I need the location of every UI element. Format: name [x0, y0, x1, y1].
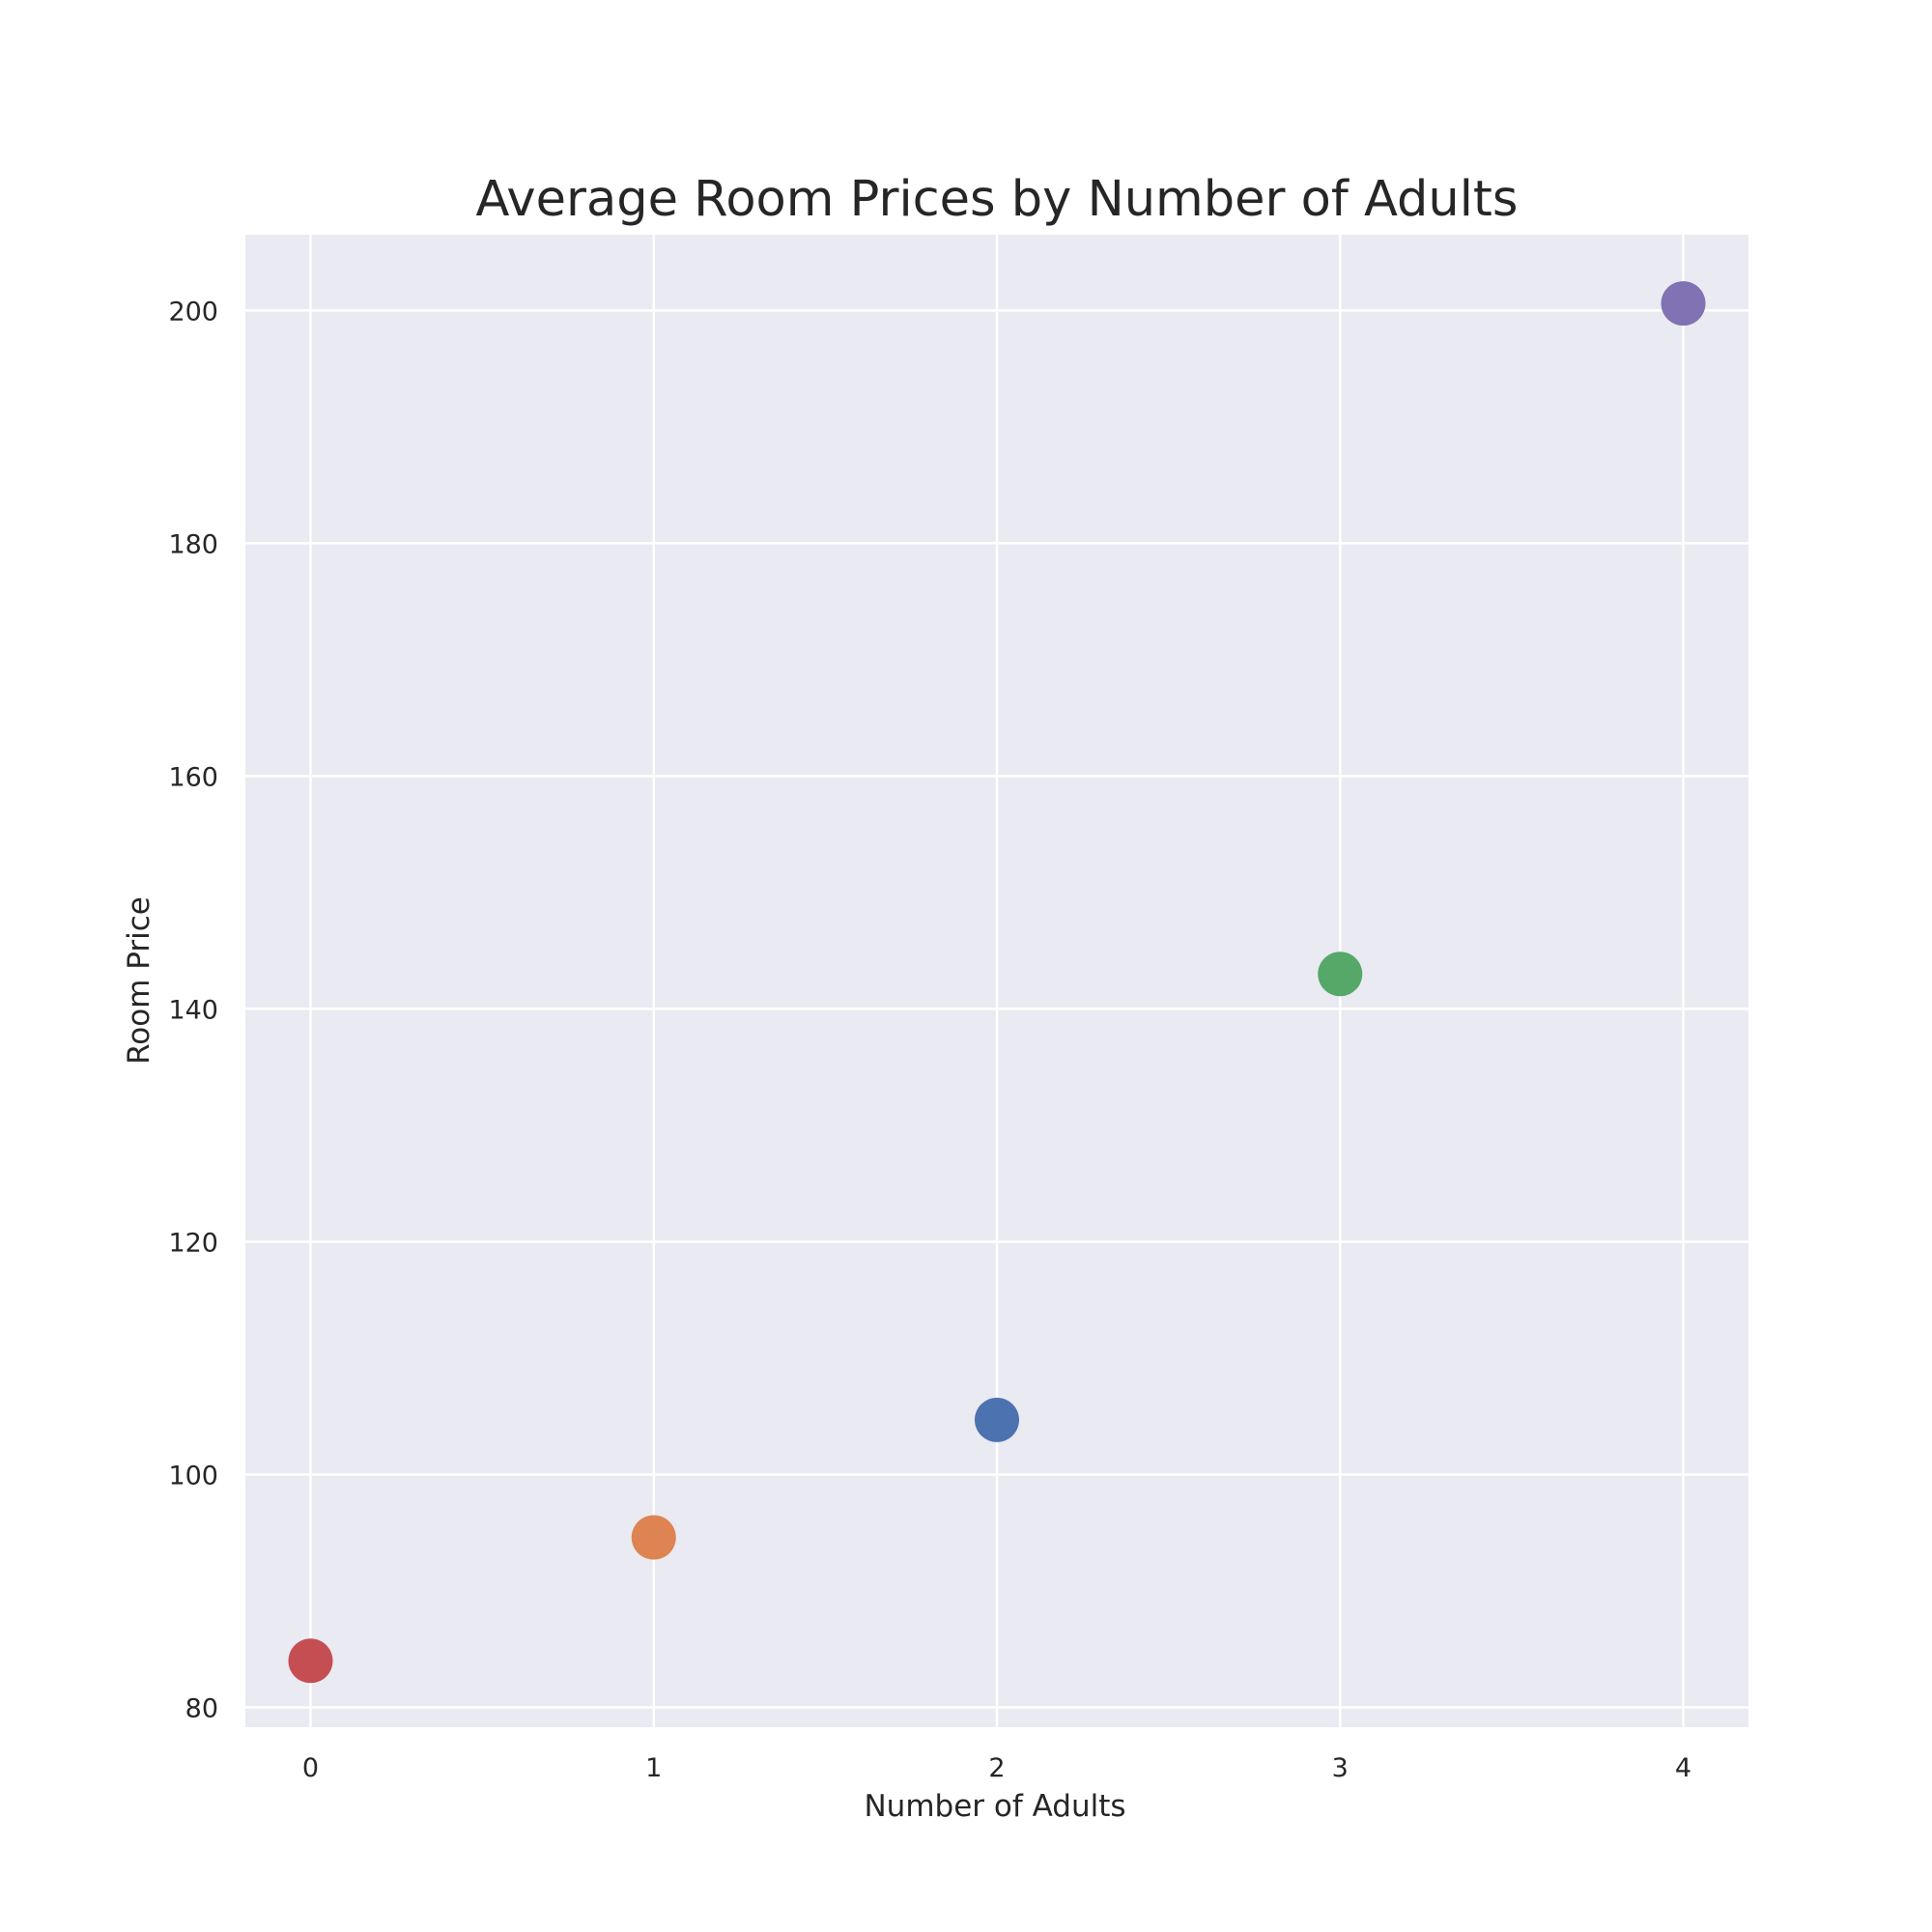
y-tick-label: 140 [168, 995, 218, 1025]
y-axis-label: Room Price [122, 896, 156, 1065]
y-tick-labels: 80 100 120 140 160 180 200 [168, 297, 218, 1723]
x-tick-label: 2 [988, 1753, 1005, 1783]
y-tick-label: 180 [168, 529, 218, 559]
x-tick-label: 0 [302, 1753, 319, 1783]
y-tick-label: 80 [185, 1694, 218, 1724]
data-point [631, 1515, 676, 1560]
chart-title: Average Room Prices by Number of Adults [476, 171, 1519, 228]
y-tick-label: 100 [168, 1461, 218, 1491]
x-tick-labels: 0 1 2 3 4 [302, 1753, 1691, 1783]
data-points [288, 281, 1706, 1684]
x-tick-label: 1 [645, 1753, 662, 1783]
y-tick-label: 200 [168, 297, 218, 327]
x-axis-label: Number of Adults [864, 1789, 1125, 1824]
x-tick-label: 3 [1332, 1753, 1349, 1783]
data-point [1318, 952, 1363, 997]
x-tick-label: 4 [1675, 1753, 1691, 1783]
data-point [288, 1638, 333, 1684]
data-point [975, 1397, 1019, 1442]
data-point [1661, 281, 1706, 327]
grid [245, 235, 1748, 1727]
y-tick-label: 120 [168, 1228, 218, 1258]
y-tick-label: 160 [168, 762, 218, 792]
